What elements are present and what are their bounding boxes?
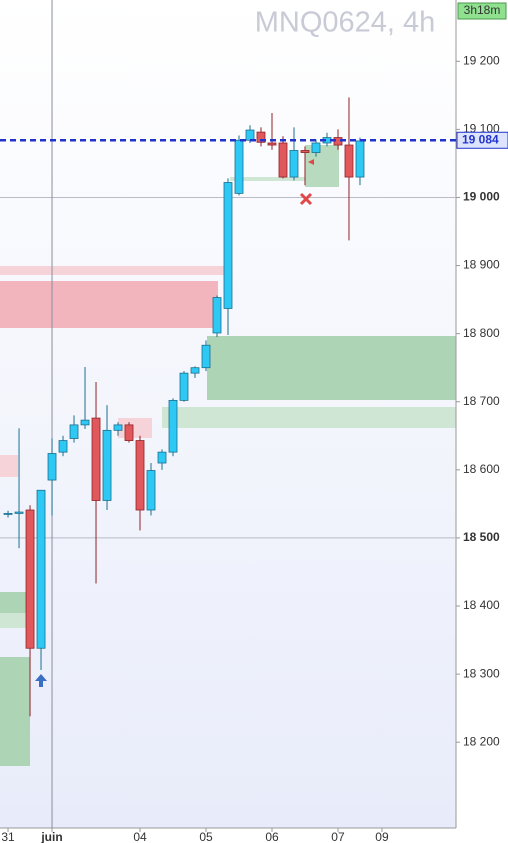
candle-body <box>47 453 57 481</box>
zone <box>0 455 18 477</box>
y-tick-label: 18 600 <box>463 462 500 476</box>
candle-body <box>58 440 68 453</box>
candle-body <box>201 344 211 369</box>
timer: 3h18m <box>464 3 501 17</box>
y-tick-label: 18 400 <box>463 598 500 612</box>
x-tick-label: 31 <box>1 830 15 843</box>
candle-body <box>69 424 79 439</box>
x-tick-label: 09 <box>375 830 389 843</box>
zone <box>162 407 456 428</box>
candle-body <box>135 440 145 511</box>
zone <box>0 613 28 628</box>
candle-body <box>256 131 266 143</box>
candle-body <box>223 182 233 309</box>
arrow-marker <box>35 674 47 687</box>
candle-body <box>267 142 277 146</box>
candle-body <box>3 513 13 515</box>
candle-body <box>190 367 200 374</box>
candle-body <box>300 150 310 153</box>
zone <box>0 657 30 766</box>
x-tick-label: 04 <box>133 830 147 843</box>
timer-box <box>457 2 507 20</box>
y-tick-label: 19 000 <box>463 190 500 204</box>
candle-body <box>146 470 156 511</box>
last-price-label: 19 084 <box>462 132 499 146</box>
chart-title: MNQ0624, 4h <box>255 7 436 39</box>
zone <box>305 145 339 187</box>
x-tick-label: juin <box>40 830 62 843</box>
candle-body <box>113 424 123 431</box>
x-tick-label: 05 <box>199 830 213 843</box>
zone <box>0 281 218 328</box>
last-price-box <box>456 131 508 149</box>
y-tick-label: 18 300 <box>463 666 500 680</box>
y-tick-label: 18 800 <box>463 326 500 340</box>
y-tick-label: 18 900 <box>463 258 500 272</box>
candle-body <box>25 509 35 649</box>
candle-body <box>102 429 112 501</box>
candle-body <box>355 140 365 178</box>
candle-body <box>157 451 167 464</box>
marks <box>0 0 456 828</box>
candle-body <box>91 417 101 501</box>
candle-body <box>289 150 299 178</box>
triangle-marker <box>308 159 314 165</box>
candle-body <box>124 424 134 441</box>
candle-body <box>168 399 178 453</box>
candle-body <box>80 419 90 426</box>
cross-marker <box>299 192 313 206</box>
candle-body <box>179 372 189 401</box>
axis-background <box>0 828 456 843</box>
x-tick-label: 07 <box>331 830 345 843</box>
candle-body <box>311 142 321 153</box>
zone <box>0 592 28 613</box>
y-tick-label: 18 200 <box>463 734 500 748</box>
y-tick-label: 18 700 <box>463 394 500 408</box>
zone <box>230 177 305 181</box>
zones <box>0 145 456 766</box>
y-tick-label: 19 200 <box>463 53 500 67</box>
candle-body <box>344 144 354 178</box>
candle-body <box>245 129 255 141</box>
candle-body <box>36 489 46 649</box>
y-tick-label: 18 500 <box>463 530 500 544</box>
zone <box>0 266 224 275</box>
zone <box>207 336 456 400</box>
candle-body <box>14 511 24 514</box>
candle-body <box>212 297 222 334</box>
candle-body <box>278 142 288 178</box>
zone <box>118 418 152 438</box>
candle-body <box>234 139 244 194</box>
x-tick-label: 06 <box>265 830 279 843</box>
